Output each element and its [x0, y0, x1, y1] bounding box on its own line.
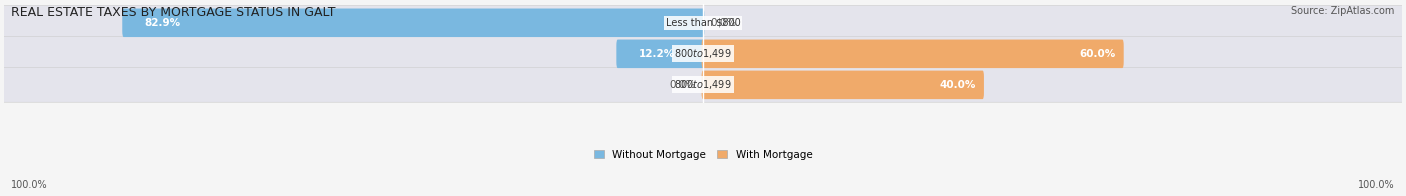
Text: $800 to $1,499: $800 to $1,499 — [675, 47, 731, 60]
Text: 60.0%: 60.0% — [1078, 49, 1115, 59]
Text: 82.9%: 82.9% — [145, 18, 181, 28]
FancyBboxPatch shape — [1, 67, 1405, 102]
FancyBboxPatch shape — [1, 36, 1405, 71]
Text: Less than $800: Less than $800 — [665, 18, 741, 28]
Text: REAL ESTATE TAXES BY MORTGAGE STATUS IN GALT: REAL ESTATE TAXES BY MORTGAGE STATUS IN … — [11, 6, 336, 19]
Text: 0.0%: 0.0% — [669, 80, 696, 90]
FancyBboxPatch shape — [122, 8, 704, 37]
Text: 40.0%: 40.0% — [939, 80, 976, 90]
Legend: Without Mortgage, With Mortgage: Without Mortgage, With Mortgage — [593, 150, 813, 160]
Text: Source: ZipAtlas.com: Source: ZipAtlas.com — [1291, 6, 1395, 16]
FancyBboxPatch shape — [702, 71, 984, 99]
Text: 100.0%: 100.0% — [1358, 180, 1395, 190]
FancyBboxPatch shape — [1, 5, 1405, 40]
Text: $800 to $1,499: $800 to $1,499 — [675, 78, 731, 91]
Text: 12.2%: 12.2% — [638, 49, 675, 59]
Text: 100.0%: 100.0% — [11, 180, 48, 190]
Text: 0.0%: 0.0% — [710, 18, 737, 28]
FancyBboxPatch shape — [616, 40, 704, 68]
FancyBboxPatch shape — [702, 40, 1123, 68]
